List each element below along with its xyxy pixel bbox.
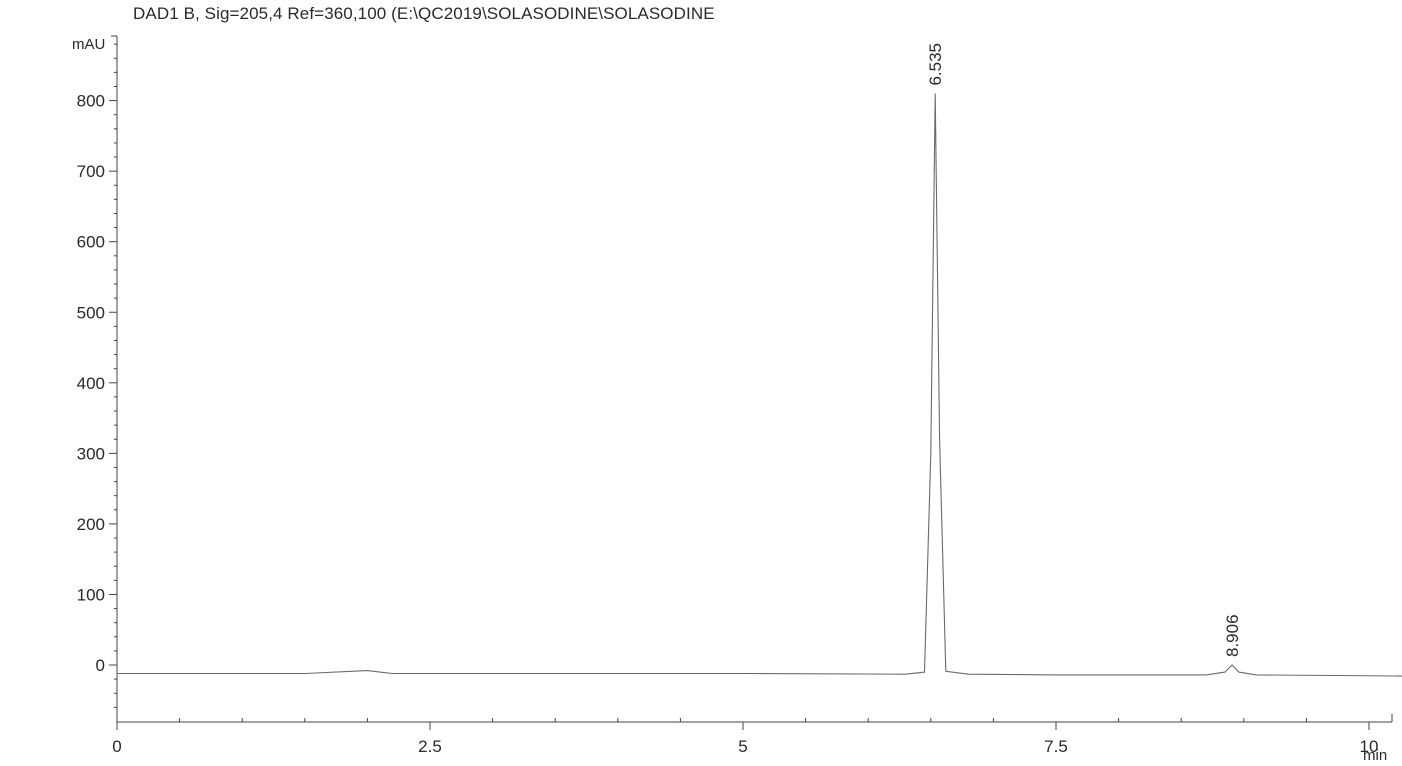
chromatogram-trace-group [117, 93, 1402, 677]
chromatogram-trace [117, 93, 1402, 677]
x-tick-label: 0 [112, 737, 121, 756]
y-tick-label: 200 [77, 515, 105, 534]
y-tick-label: 0 [96, 656, 105, 675]
y-tick-label: 600 [77, 233, 105, 252]
peak-retention-time-label: 6.535 [926, 43, 945, 86]
y-tick-label: 400 [77, 374, 105, 393]
y-tick-label: 700 [77, 162, 105, 181]
x-tick-label: 10 [1360, 737, 1379, 756]
y-tick-label: 100 [77, 585, 105, 604]
y-tick-label: 800 [77, 92, 105, 111]
y-unit-label: mAU [72, 36, 105, 53]
y-tick-label: 500 [77, 303, 105, 322]
chart-axes [109, 35, 1393, 730]
y-tick-label: 300 [77, 444, 105, 463]
x-tick-label: 7.5 [1044, 737, 1068, 756]
chart-title: DAD1 B, Sig=205,4 Ref=360,100 (E:\QC2019… [133, 4, 715, 23]
x-unit-label: min [1363, 747, 1387, 764]
x-tick-label: 2.5 [418, 737, 442, 756]
x-tick-label: 5 [738, 737, 747, 756]
chart-labels: 0100200300400500600700800mAU02.557.51012… [72, 36, 1387, 764]
peak-retention-time-label: 8.906 [1223, 614, 1242, 657]
